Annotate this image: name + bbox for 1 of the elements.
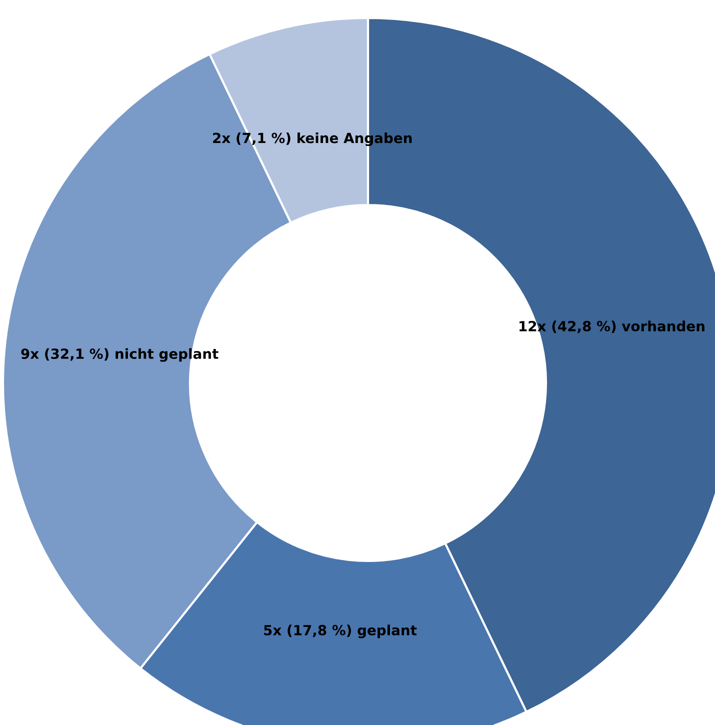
slice-label: 5x (17,8 %) geplant [264, 624, 417, 638]
